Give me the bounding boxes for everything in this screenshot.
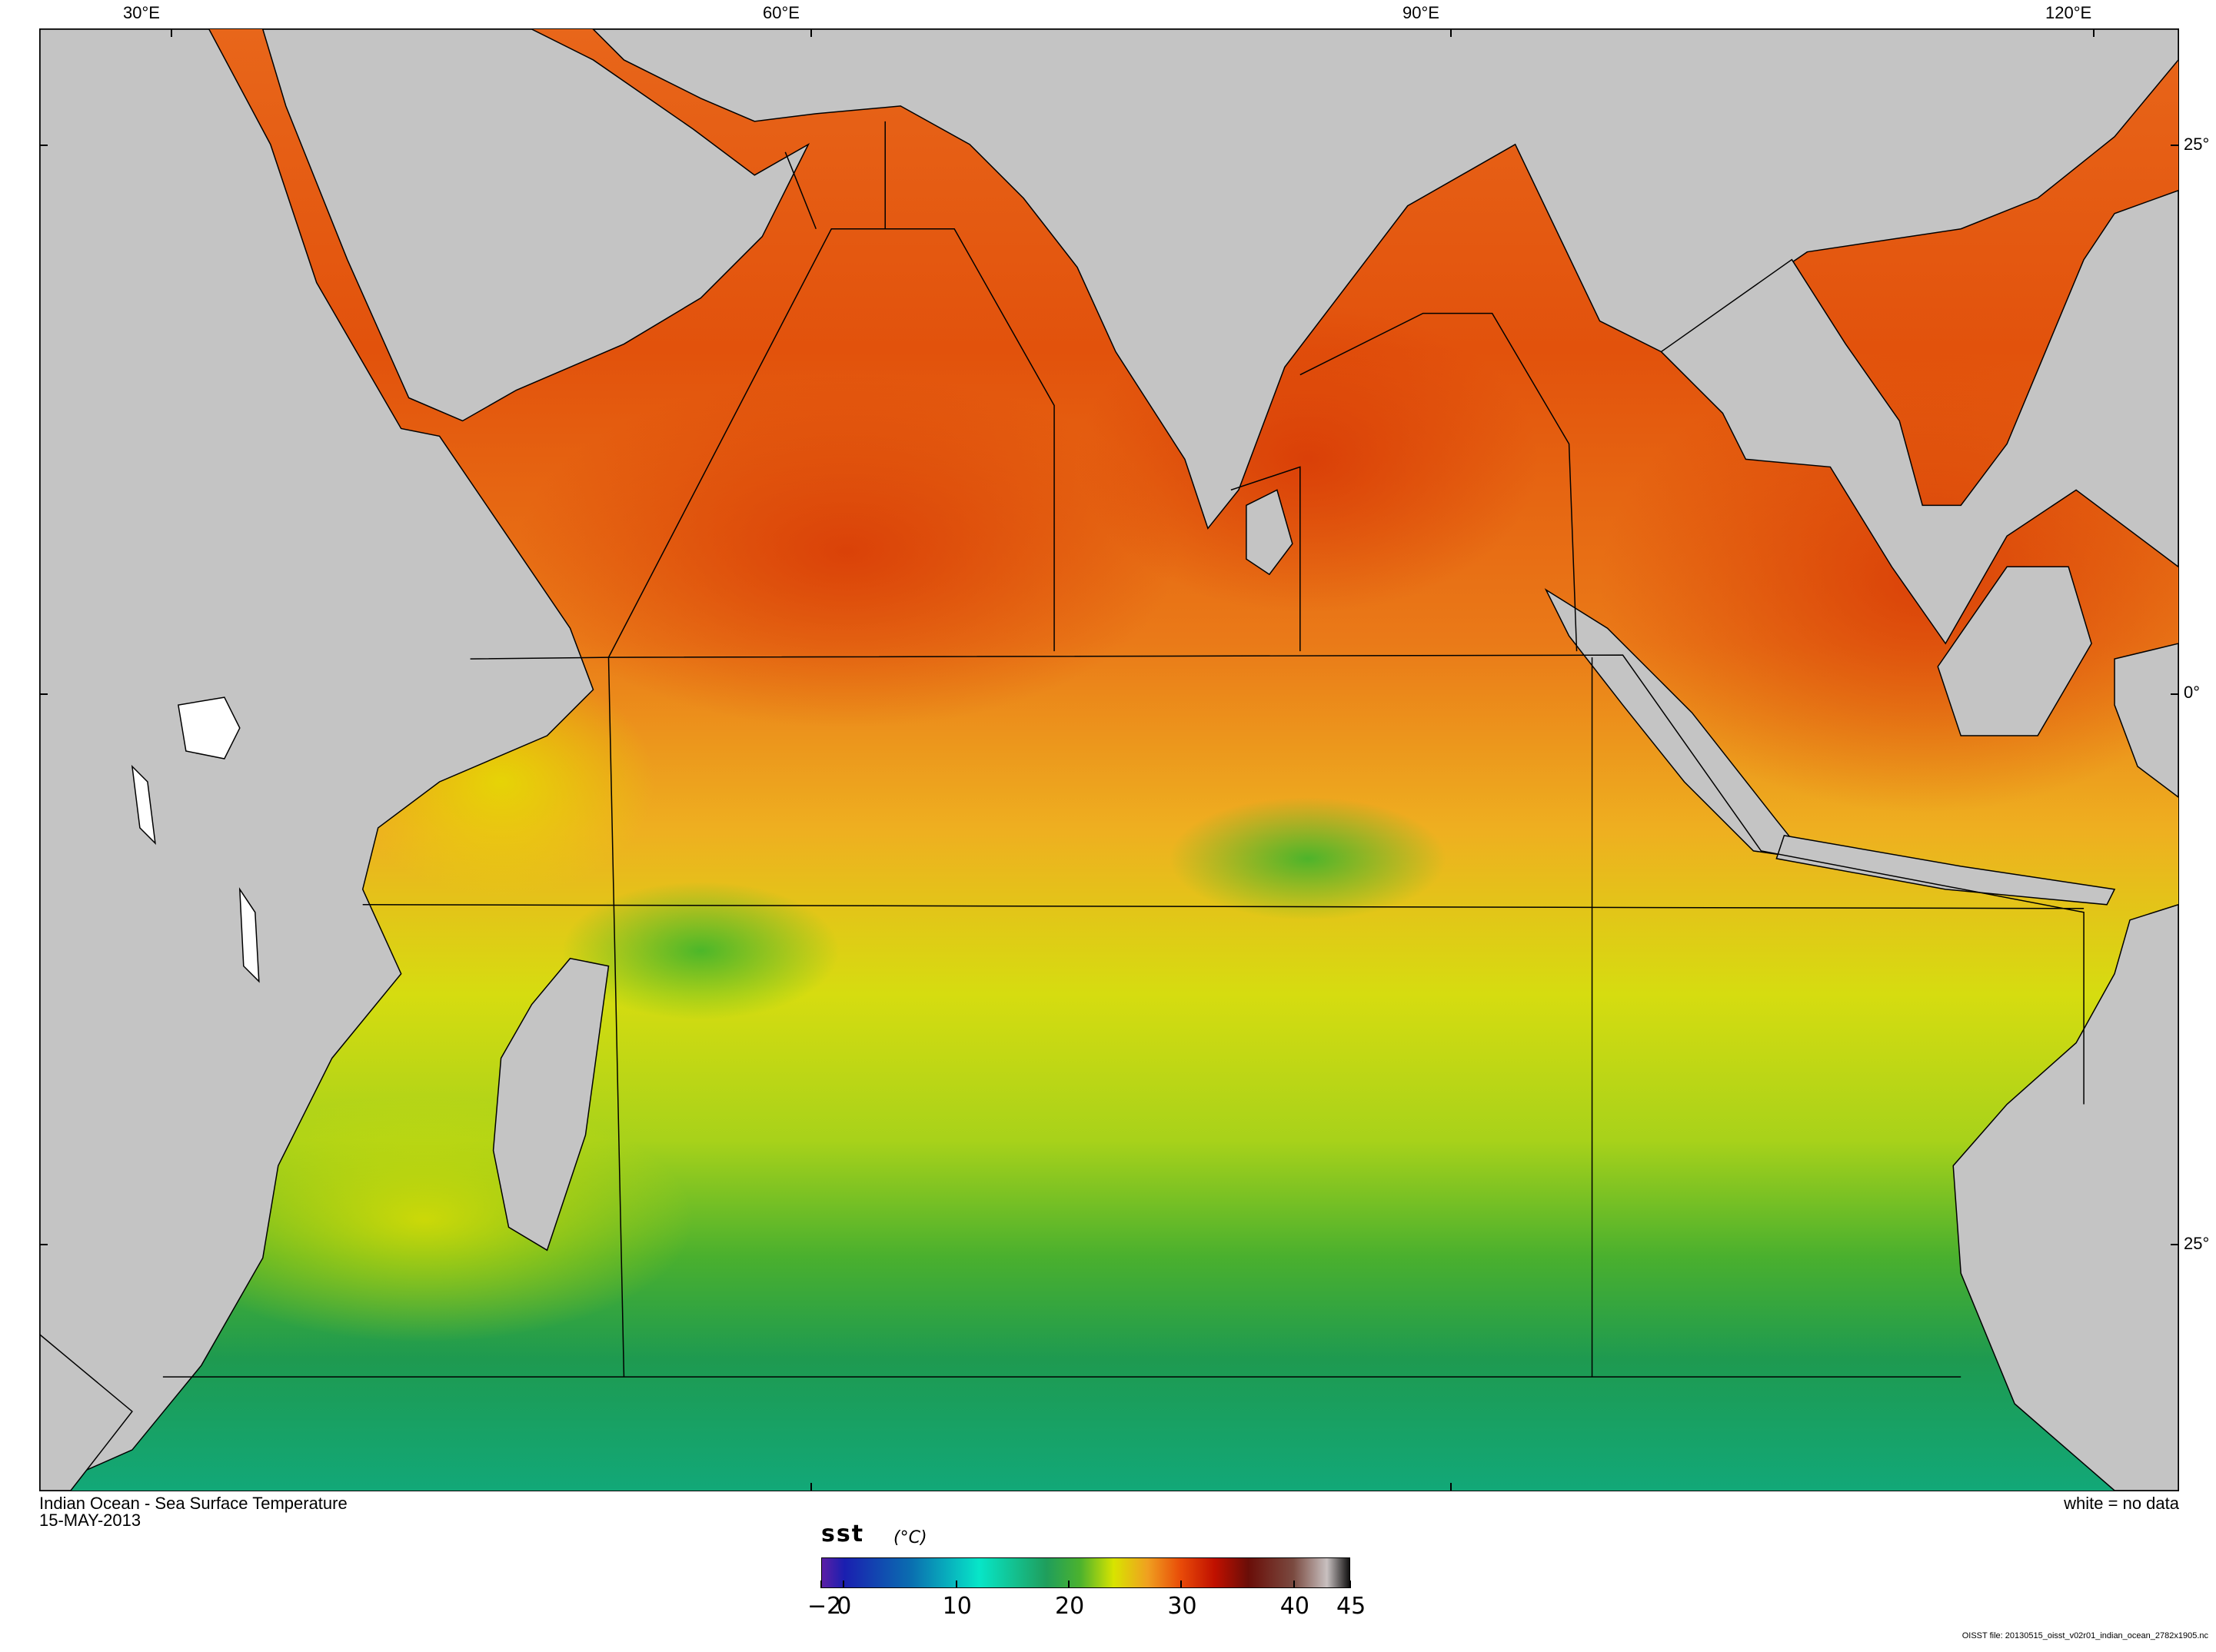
tick-right-25s [2171,1244,2178,1245]
tick-top-90e [1450,29,1452,37]
tick-top-60e [810,29,812,37]
colorbar-unit: (°C) [893,1528,927,1547]
tick-bottom-60e [810,1483,812,1491]
indochina-land [1660,189,2178,645]
sulawesi-land [2114,643,2178,798]
colorbar-tick-label: 40 [1279,1593,1309,1620]
south-asia-north-land [592,29,2178,530]
australia-land [1952,904,2178,1491]
no-data-note: white = no data [2064,1494,2179,1513]
tick-right-0 [2171,693,2178,695]
lon-label-30e: 30°E [123,3,160,22]
colorbar-tick [1180,1581,1183,1588]
no-data-areas [131,696,260,983]
colorbar-variable: sst [821,1521,865,1547]
sst-map-canvas [40,29,2178,1491]
lake-tanganyika-nodata [131,764,156,845]
tick-left-25n [40,145,48,146]
cool-patch-west [562,881,840,1020]
tick-bottom-90e [1450,1483,1452,1491]
arabian-sea-warm-pool [516,374,1177,729]
lake-victoria-nodata [178,696,241,760]
map-date: 15-MAY-2013 [39,1511,141,1530]
colorbar-tick-label: −2 [807,1593,842,1620]
lat-label-25s: 25° [2184,1234,2210,1253]
colorbar-tick [955,1581,957,1588]
colorbar-tick-label: 30 [1167,1593,1197,1620]
colorbar-tick [820,1581,822,1588]
colorbar-tick-label: 20 [1055,1593,1085,1620]
colorbar-tick [1068,1581,1070,1588]
tick-top-30e [171,29,172,37]
file-note: OISST file: 20130515_oisst_v02r01_indian… [1961,1631,2208,1640]
region-boundaries [162,121,2085,1378]
lat-label-25n: 25° [2184,135,2210,154]
tick-left-0 [40,693,48,695]
lake-malawi-nodata [238,887,260,983]
colorbar-tick [843,1581,845,1588]
tick-right-25n [2171,145,2178,146]
lon-label-60e: 60°E [763,3,800,22]
borneo-land [1937,566,2092,736]
madagascar-land [492,957,610,1251]
colorbar [821,1557,1350,1588]
cool-patch-central [1169,796,1446,920]
colorbar-tick [1349,1581,1351,1588]
colorbar-tick-label: 0 [837,1593,852,1620]
lat-label-0: 0° [2184,683,2201,702]
sst-map [39,28,2179,1491]
map-title: Indian Ocean - Sea Surface Temperature [39,1494,348,1513]
southern-africa-land [40,1334,133,1491]
lon-label-90e: 90°E [1402,3,1439,22]
land-masses [40,29,2178,1491]
java-land [1775,835,2116,906]
africa-land [40,29,594,1491]
tick-top-120e [2093,29,2095,37]
lon-label-120e: 120°E [2045,3,2092,22]
colorbar-tick-label: 45 [1336,1593,1366,1620]
sri-lanka-land [1246,489,1293,576]
arabia-land [262,29,810,422]
tick-left-25s [40,1244,48,1245]
colorbar-tick-label: 10 [942,1593,972,1620]
colorbar-tick [1293,1581,1295,1588]
